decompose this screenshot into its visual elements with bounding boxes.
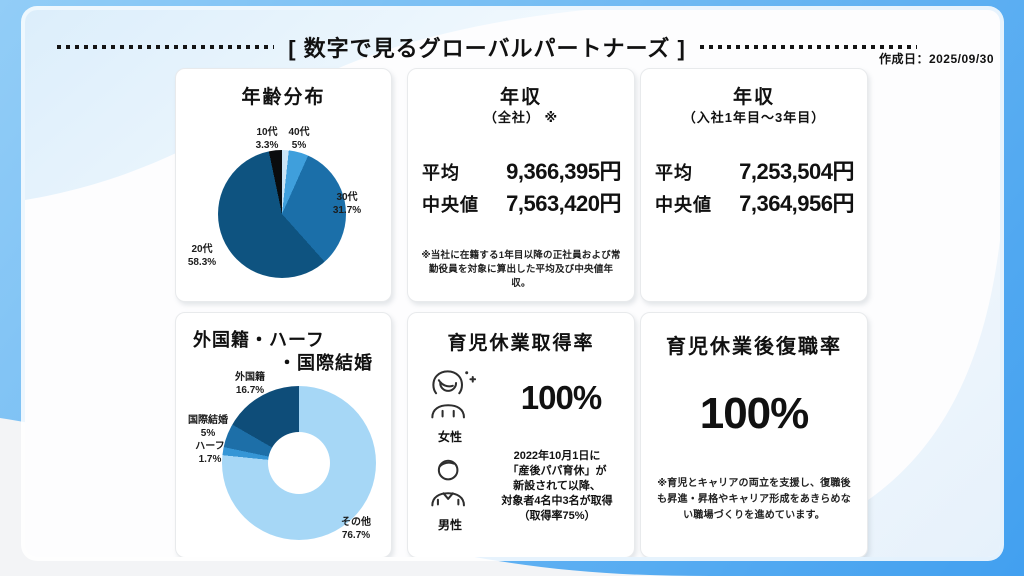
salary-all-median-row: 中央値 7,563,420円 xyxy=(422,191,621,216)
foreign-label-intl-marriage: 国際結婚 5% xyxy=(188,415,228,439)
male-rate-description: 2022年10月1日に 「産後パパ育休」が 新設されて以降、 対象者4名中3名が… xyxy=(501,450,613,522)
salary-young-subtitle: （入社1年目〜3年目） xyxy=(682,110,826,125)
salary-all-subtitle: （全社） ※ xyxy=(483,110,559,125)
salary-young-median-row: 中央値 7,364,956円 xyxy=(655,191,854,216)
page-title: [ 数字で見るグローバルパートナーズ ] xyxy=(288,36,686,61)
childcare-title: 育児休業取得率 xyxy=(447,333,595,354)
card-salary-all: 年収 （全社） ※ 平均 9,366,395円 中央値 7,563,420円 ※… xyxy=(407,68,635,302)
foreign-label-other: その他 76.7% xyxy=(341,517,371,541)
foreign-title-line1: 外国籍・ハーフ xyxy=(193,330,325,350)
female-icon xyxy=(431,370,476,419)
age-pie-chart xyxy=(218,150,346,278)
salary-all-average-row: 平均 9,366,395円 xyxy=(422,159,621,184)
male-label: 男性 xyxy=(437,518,462,532)
foreign-donut-chart xyxy=(222,386,376,540)
card-age-distribution: 年齢分布 10代 3.3% 40代 5% 30代 31.7% 20代 58.3% xyxy=(175,68,392,302)
header: [ 数字で見るグローバルパートナーズ ] xyxy=(57,30,917,64)
return-rate-title: 育児休業後復職率 xyxy=(666,336,842,358)
card-salary-young: 年収 （入社1年目〜3年目） 平均 7,253,504円 中央値 7,364,9… xyxy=(640,68,868,302)
return-rate-footnote: ※育児とキャリアの両立を支援し、復職後も昇進・昇格やキャリア形成をあきらめない職… xyxy=(657,478,851,521)
salary-all-title: 年収 xyxy=(499,87,542,108)
dotted-line-right xyxy=(699,45,917,49)
sparkle-dot xyxy=(465,371,469,375)
dotted-line-left xyxy=(57,45,275,49)
age-label-20s: 20代 58.3% xyxy=(187,244,217,268)
age-label-30s: 30代 31.7% xyxy=(332,192,362,216)
card-foreign-nationality: 外国籍・ハーフ ・国際結婚 外国籍 16.7% 国際結婚 5% ハーフ 1.7%… xyxy=(175,312,392,557)
age-label-40s: 40代 5% xyxy=(288,127,310,151)
salary-all-footnote: ※当社に在籍する1年目以降の正社員および常勤役員を対象に算出した平均及び中央値年… xyxy=(421,250,621,289)
female-figure: 女性 xyxy=(418,365,482,445)
return-rate-value: 100% xyxy=(699,389,810,438)
salary-young-average-row: 平均 7,253,504円 xyxy=(655,159,854,184)
salary-young-title: 年収 xyxy=(732,87,775,108)
female-rate-value: 100% xyxy=(520,379,602,416)
created-date: 作成日：2025/09/30 xyxy=(878,52,994,66)
donut-hole xyxy=(268,432,330,494)
foreign-label-foreign: 外国籍 16.7% xyxy=(235,372,265,396)
foreign-title-line2: ・国際結婚 xyxy=(278,353,373,373)
card-childcare-leave-rate: 育児休業取得率 女性 100% xyxy=(407,312,635,557)
main-panel: [ 数字で見るグローバルパートナーズ ] 作成日：2025/09/30 年齢分布… xyxy=(25,10,1000,557)
foreign-label-half: ハーフ 1.7% xyxy=(195,441,225,465)
male-figure: 男性 xyxy=(418,453,482,533)
card-return-rate: 育児休業後復職率 100% ※育児とキャリアの両立を支援し、復職後も昇進・昇格や… xyxy=(640,312,868,557)
age-label-10s: 10代 3.3% xyxy=(255,127,279,151)
male-icon xyxy=(431,459,465,507)
female-label: 女性 xyxy=(437,430,462,444)
card-age-title: 年齢分布 xyxy=(241,87,326,108)
